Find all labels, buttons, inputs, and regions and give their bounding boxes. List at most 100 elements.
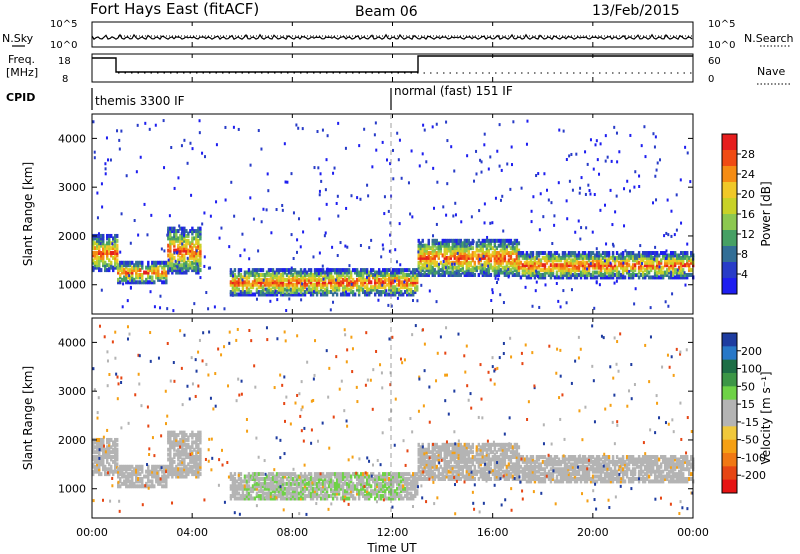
velocity-cell	[311, 491, 315, 496]
velocity-cell	[501, 462, 505, 467]
velocity-cell	[269, 472, 273, 477]
power-cell	[641, 275, 645, 280]
power-cell	[549, 270, 553, 275]
velocity-cell	[487, 455, 491, 460]
power-cell	[237, 292, 241, 297]
power-cell	[455, 265, 459, 270]
velocity-cell	[153, 467, 156, 472]
power-cell	[583, 260, 587, 265]
power-cell	[599, 275, 603, 280]
power-cell	[459, 255, 463, 260]
power-cell	[315, 282, 319, 287]
velocity-cell	[183, 433, 186, 438]
power-cell	[627, 263, 631, 268]
velocity-cell	[431, 445, 434, 450]
power-cell	[443, 251, 446, 256]
power-cell	[539, 272, 543, 277]
velocity-cell	[365, 494, 369, 499]
power-cell	[179, 238, 182, 243]
power-cell	[513, 251, 517, 256]
power-cell	[408, 272, 411, 277]
power-scatter	[494, 276, 497, 280]
velocity-cell	[477, 464, 481, 469]
velocity-cell	[503, 459, 507, 464]
velocity-cell	[283, 474, 287, 479]
power-cell	[381, 290, 385, 295]
power-cell	[343, 285, 347, 290]
velocity-cell	[416, 489, 419, 494]
power-cell	[435, 238, 438, 243]
velocity-cell	[459, 445, 463, 450]
velocity-cell	[119, 464, 122, 469]
power-cell	[129, 280, 132, 285]
power-cell	[108, 263, 111, 268]
velocity-cell	[347, 474, 351, 479]
velocity-cell	[106, 459, 109, 464]
power-cell	[531, 268, 535, 273]
power-cell	[417, 263, 420, 268]
power-cell	[165, 275, 168, 280]
power-cell	[94, 255, 97, 260]
cpid-label: CPID	[6, 91, 35, 104]
power-cell	[277, 270, 281, 275]
power-cell	[379, 290, 383, 295]
velocity-cell	[445, 469, 448, 474]
velocity-cell	[177, 447, 180, 452]
power-scatter	[196, 262, 199, 266]
velocity-cell	[369, 476, 373, 481]
power-scatter	[438, 262, 441, 266]
power-scatter	[257, 129, 260, 133]
velocity-cell	[243, 476, 247, 481]
power-cell	[461, 253, 465, 258]
power-cell	[431, 265, 434, 270]
power-cell	[433, 268, 436, 273]
velocity-cell	[195, 472, 198, 477]
power-cell	[271, 290, 275, 295]
power-cell	[189, 248, 192, 253]
power-cell	[447, 241, 450, 246]
power-scatter	[96, 191, 99, 195]
power-cell	[681, 258, 685, 263]
power-cell	[177, 268, 180, 273]
velocity-cell	[325, 491, 329, 496]
power-scatter	[618, 150, 621, 154]
power-cell	[171, 229, 174, 234]
power-scatter	[392, 177, 395, 181]
power-cell	[565, 260, 569, 265]
velocity-cell	[437, 455, 440, 460]
power-cell	[517, 253, 521, 258]
power-cell	[461, 268, 465, 273]
power-cell	[173, 255, 176, 260]
power-cell	[471, 255, 475, 260]
velocity-cell	[231, 479, 235, 484]
velocity-cell	[465, 452, 469, 457]
velocity-cell	[459, 472, 463, 477]
power-cell	[231, 277, 235, 282]
power-scatter	[510, 145, 513, 149]
power-cell	[611, 258, 615, 263]
power-cell	[591, 251, 595, 256]
power-cell	[563, 255, 567, 260]
power-cell	[619, 258, 623, 263]
velocity-cell	[171, 459, 174, 464]
velocity-cell	[419, 452, 422, 457]
power-cell	[439, 248, 442, 253]
velocity-cell	[491, 457, 495, 462]
power-scatter	[551, 242, 554, 246]
power-cell	[689, 260, 693, 265]
velocity-cell	[371, 491, 375, 496]
velocity-cell	[127, 464, 130, 469]
velocity-cell	[437, 469, 440, 474]
power-scatter	[495, 281, 498, 285]
power-scatter	[172, 309, 175, 313]
velocity-cell	[447, 474, 450, 479]
power-cell	[431, 272, 434, 277]
power-cell	[637, 260, 641, 265]
power-scatter	[526, 119, 529, 123]
power-cell	[559, 272, 563, 277]
velocity-cell	[114, 447, 117, 452]
velocity-cell	[121, 474, 124, 479]
power-cell	[237, 270, 241, 275]
velocity-cell	[425, 472, 428, 477]
velocity-cell	[349, 494, 353, 499]
